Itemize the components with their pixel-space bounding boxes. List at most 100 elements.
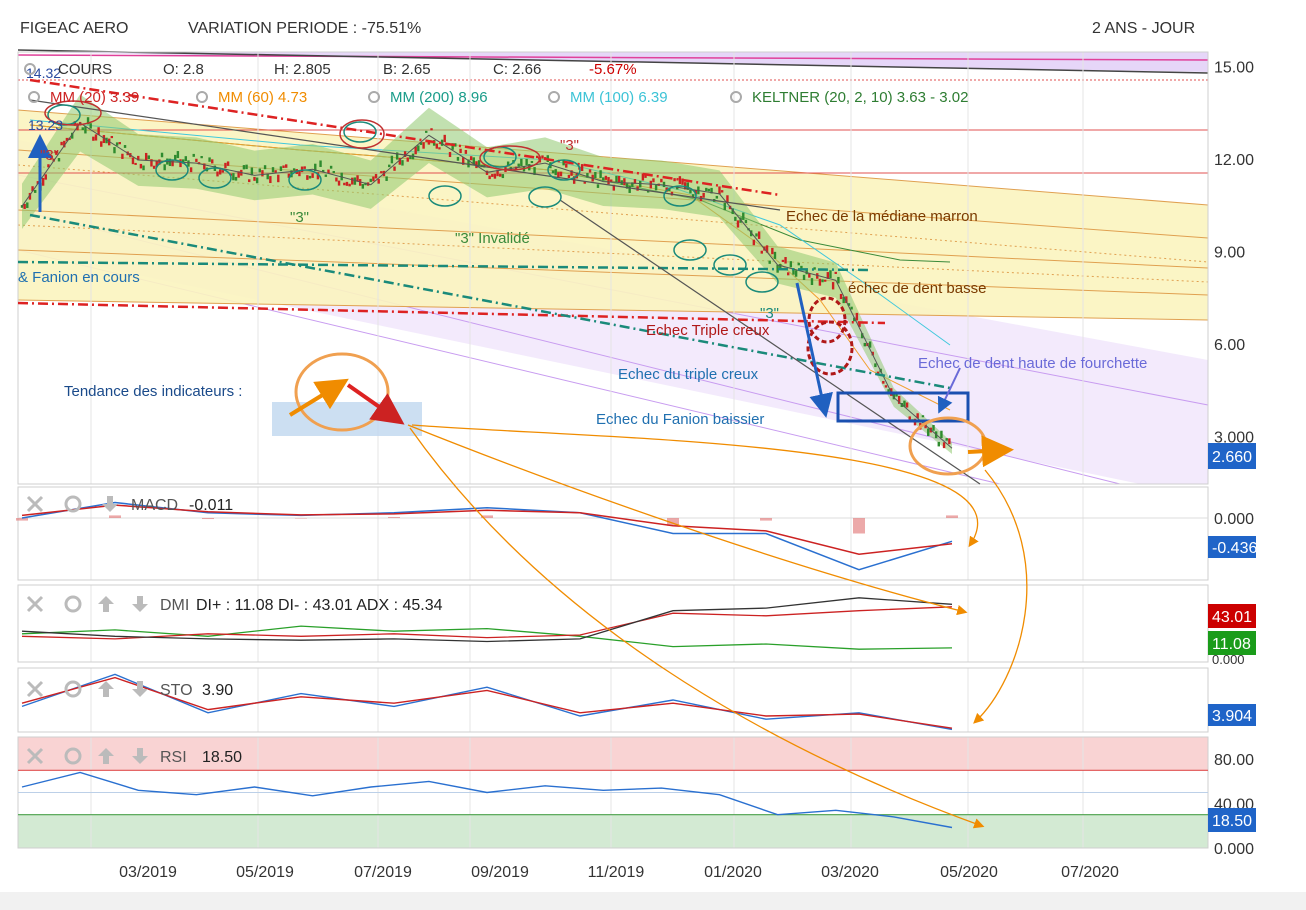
candle	[171, 160, 174, 167]
candle	[850, 306, 853, 310]
candle	[393, 166, 396, 171]
candle	[779, 263, 782, 270]
candle	[628, 185, 631, 193]
gear-icon	[64, 495, 82, 513]
candle	[570, 170, 573, 176]
candle	[57, 158, 61, 162]
candle	[89, 123, 92, 129]
candle	[530, 161, 534, 164]
candle	[435, 143, 439, 149]
candle	[200, 156, 203, 159]
candle	[425, 130, 428, 133]
candle	[718, 186, 721, 195]
candle	[292, 168, 296, 171]
candle	[673, 178, 676, 182]
candle	[174, 154, 177, 161]
candle	[583, 181, 586, 184]
candle	[808, 273, 811, 278]
candle	[493, 173, 497, 179]
candle	[374, 174, 378, 179]
candle	[100, 141, 103, 147]
candle	[506, 161, 510, 166]
candle	[134, 162, 137, 165]
candle	[488, 175, 491, 180]
candle	[417, 145, 420, 152]
candle	[144, 152, 148, 161]
macd-histogram-bar	[388, 516, 400, 518]
candle	[438, 147, 441, 150]
candle	[940, 430, 943, 439]
candle	[726, 195, 729, 202]
candle	[335, 177, 338, 182]
candle	[702, 192, 705, 198]
candle	[633, 179, 637, 184]
candle	[816, 273, 819, 279]
candle	[364, 182, 367, 186]
candle	[908, 416, 911, 420]
candle	[535, 155, 539, 159]
candle	[152, 165, 156, 169]
candle	[559, 171, 563, 177]
candle	[652, 178, 655, 183]
candle	[612, 184, 616, 191]
legend-item: MM (200) 8.96	[390, 89, 488, 106]
close-icon	[26, 595, 44, 613]
candle	[55, 150, 58, 155]
candle	[533, 167, 536, 175]
dmi-minus-line	[21, 606, 953, 640]
sto-d-line	[21, 676, 953, 729]
candle	[377, 178, 380, 184]
candle	[298, 171, 301, 177]
candle	[863, 342, 867, 347]
candle	[485, 170, 489, 175]
candle	[358, 179, 362, 186]
candle	[448, 151, 452, 158]
candle	[781, 259, 785, 263]
candle	[92, 136, 95, 141]
candle	[23, 203, 26, 209]
candle	[818, 278, 822, 286]
chart-annotation: Tendance des indicateurs :	[64, 383, 242, 400]
candle	[329, 165, 333, 169]
legend-item: KELTNER (20, 2, 10) 3.63 - 3.02	[752, 89, 969, 106]
candle	[184, 156, 188, 162]
candle	[454, 143, 457, 147]
candle	[287, 173, 291, 178]
candle	[195, 158, 198, 162]
candle	[443, 134, 446, 143]
candle	[86, 117, 90, 125]
pattern-circle	[479, 145, 541, 171]
candle	[218, 169, 222, 175]
candle	[395, 152, 399, 160]
candle	[316, 172, 320, 180]
ohlc-cours: COURS	[58, 61, 112, 78]
keltner-band	[22, 94, 952, 454]
triple-bottom-circle	[806, 320, 854, 376]
candle	[496, 170, 499, 177]
macd-panel	[17, 486, 1209, 581]
candle	[602, 177, 605, 181]
gear-icon	[24, 63, 36, 75]
orange-channel-line	[17, 299, 1209, 321]
candle	[160, 152, 164, 158]
candle	[306, 175, 309, 180]
candle	[662, 181, 666, 188]
candle	[388, 164, 391, 168]
candle	[242, 165, 246, 170]
orange-channel-line	[17, 209, 1209, 269]
sto-panel	[17, 667, 1209, 733]
indicator-label: RSI	[160, 749, 187, 766]
candle	[456, 156, 460, 161]
macd-last-label: -0.436	[1212, 540, 1257, 557]
orange-channel-line	[17, 109, 1209, 206]
period-selector[interactable]: 2 ANS - JOUR	[1092, 20, 1196, 37]
candle	[390, 155, 394, 164]
candle	[631, 182, 634, 187]
rsi-badge	[1208, 808, 1256, 832]
candle	[567, 174, 571, 179]
arrow-down-icon	[132, 681, 148, 697]
candle	[813, 267, 816, 270]
grey-trendline	[559, 199, 981, 485]
candle	[771, 247, 774, 255]
indicator-value: 18.50	[202, 749, 242, 766]
